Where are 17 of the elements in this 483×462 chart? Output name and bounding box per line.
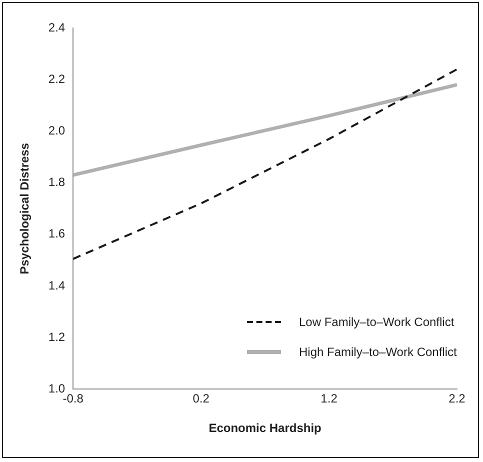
- x-tick-label: 2.2: [448, 392, 466, 406]
- legend-label: High Family–to–Work Conflict: [299, 345, 457, 360]
- y-tick-label: 2.2: [48, 72, 66, 86]
- line-series: [73, 68, 457, 260]
- y-axis-title: Psychological Distress: [18, 142, 32, 274]
- y-tick-label: 2.4: [48, 20, 66, 34]
- legend-label: Low Family–to–Work Conflict: [299, 315, 454, 330]
- y-tick-label: 1.4: [48, 278, 66, 292]
- x-tick-label: 0.2: [192, 392, 210, 406]
- y-tick-label: 1.8: [48, 175, 66, 190]
- x-tick-label: 1.2: [320, 392, 338, 406]
- y-tick-label: 1.2: [48, 330, 66, 344]
- x-axis-title: Economic Hardship: [208, 421, 322, 436]
- y-tick-label: 2.0: [48, 124, 66, 138]
- y-tick-label: 1.0: [48, 382, 66, 396]
- x-tick-label: -0.8: [62, 392, 84, 406]
- y-tick-label: 1.6: [48, 226, 66, 241]
